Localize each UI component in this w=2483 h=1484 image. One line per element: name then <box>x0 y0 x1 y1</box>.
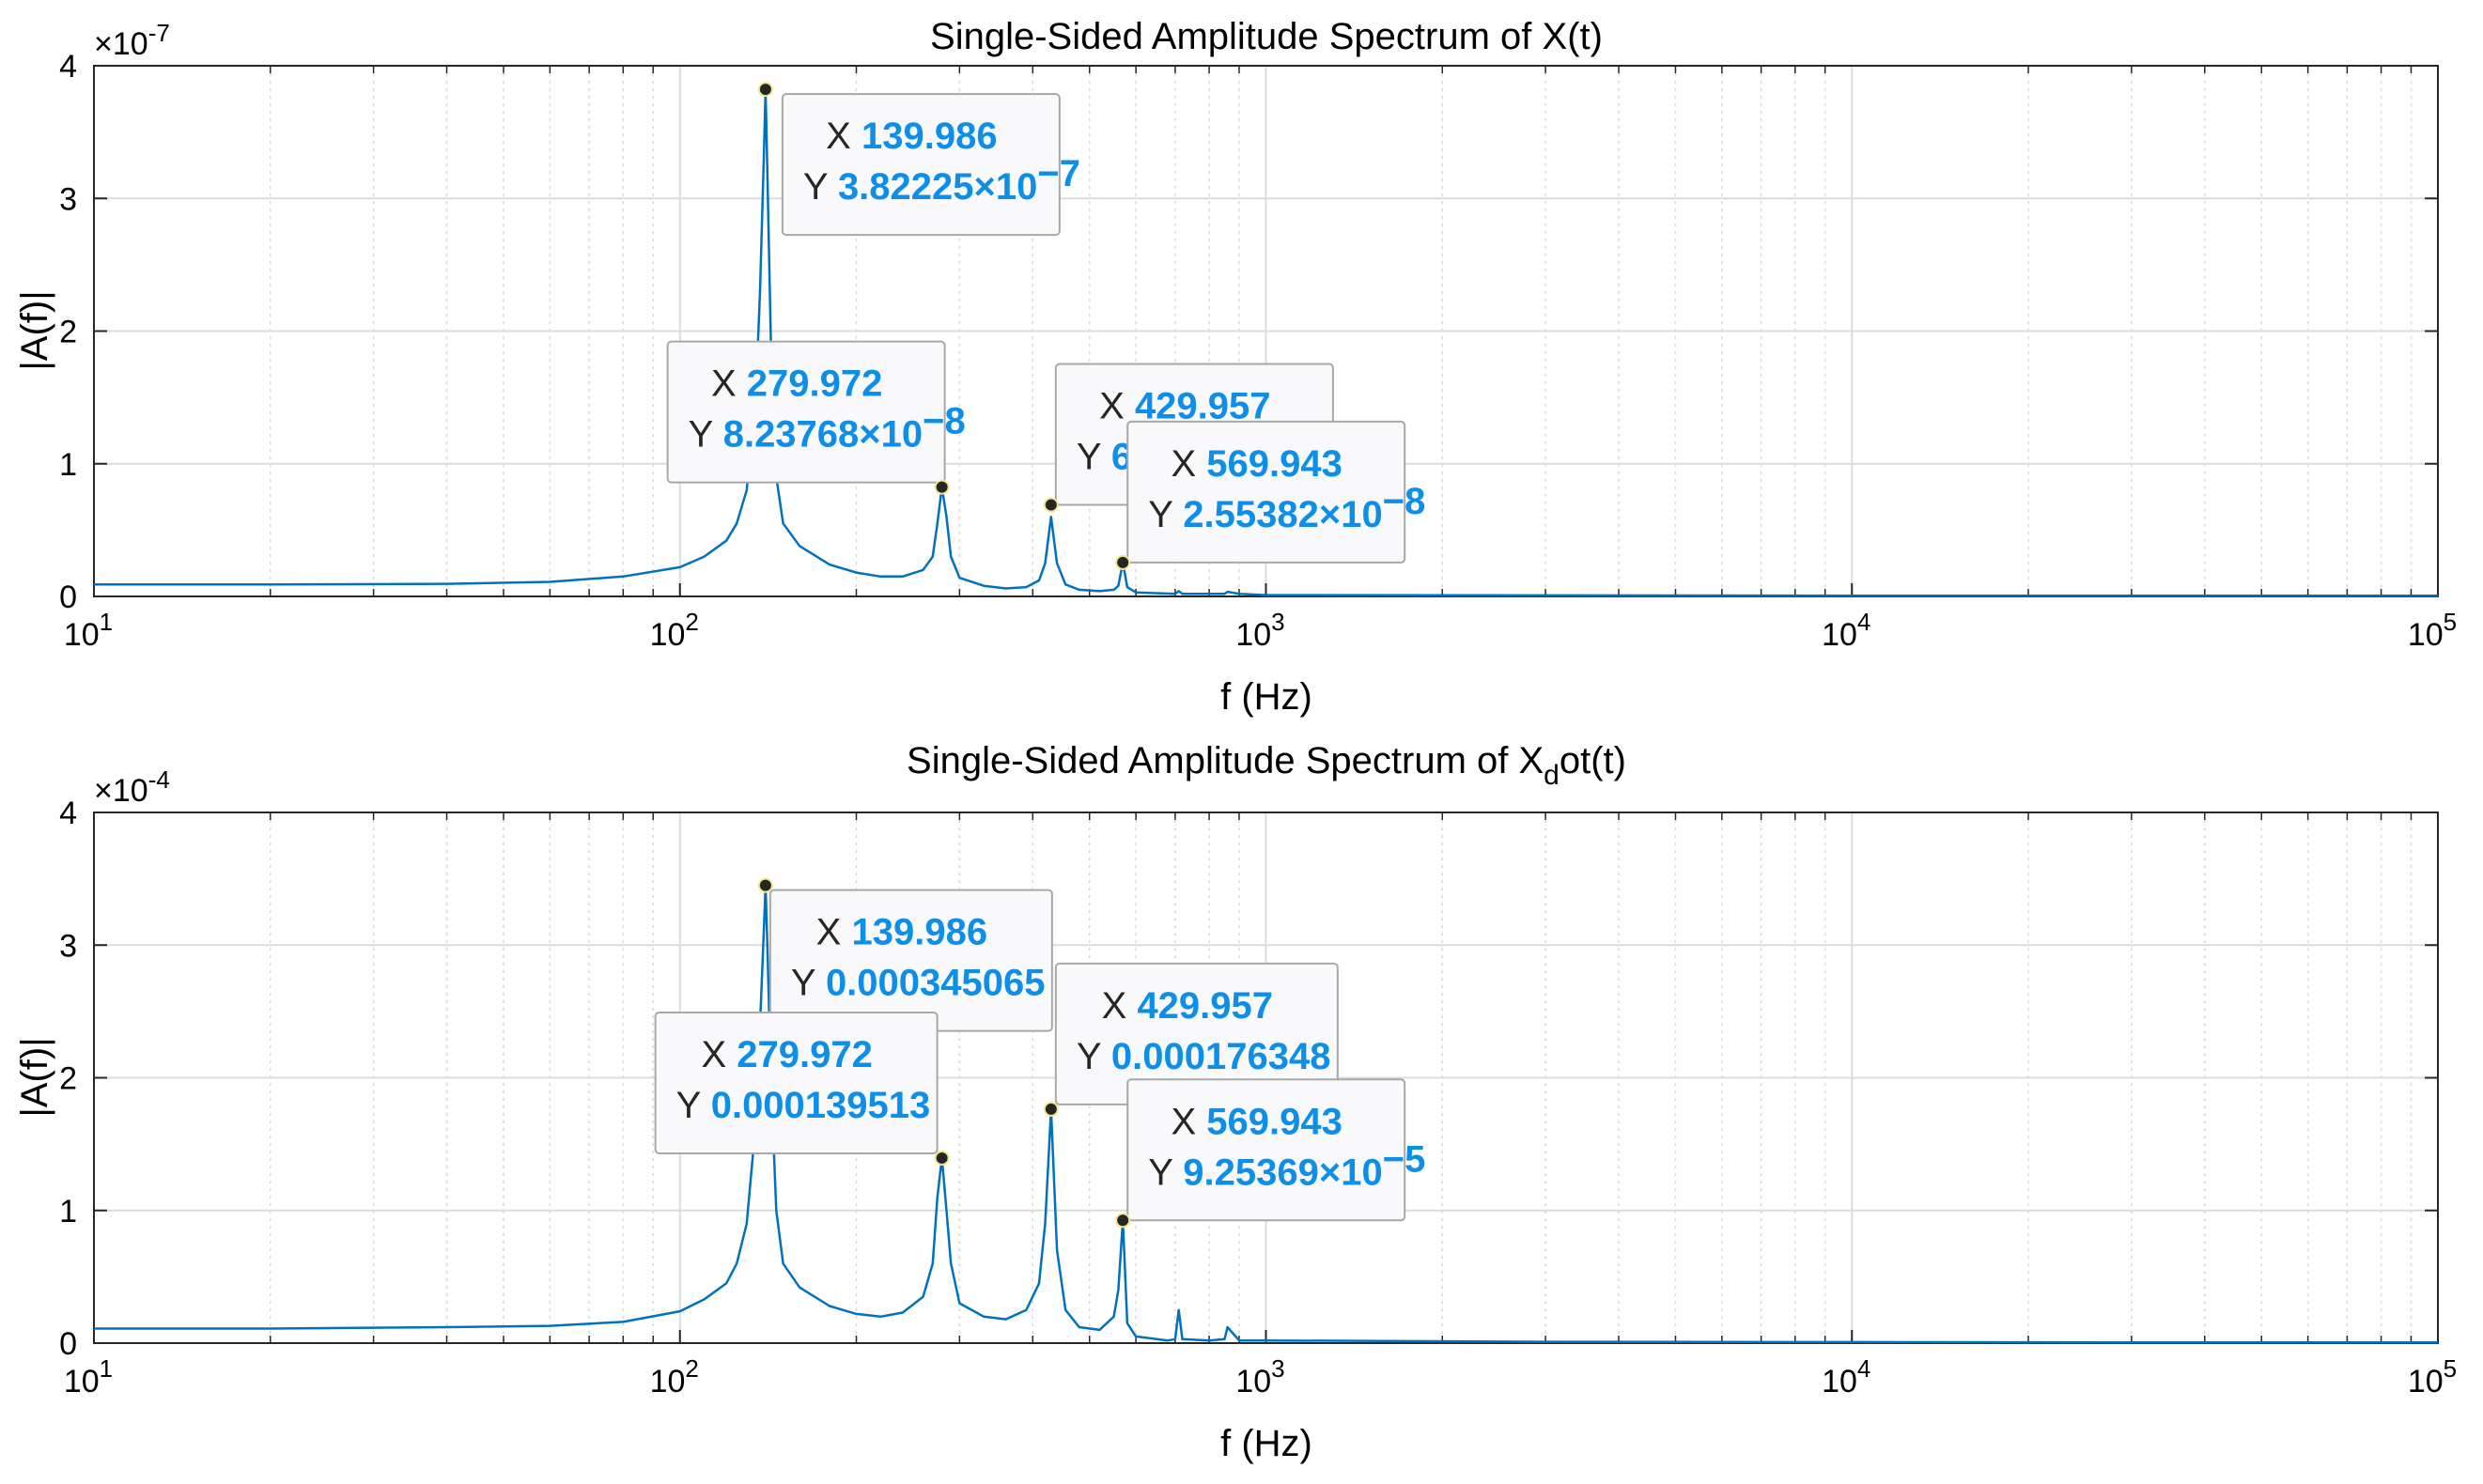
y-tick-label: 3 <box>59 928 77 964</box>
datatip-y-row: Y 9.25369×10−5 <box>1148 1138 1425 1193</box>
datatip-y-row: Y 2.55382×10−8 <box>1148 481 1425 535</box>
x-tick-label: 104 <box>1822 1354 1870 1399</box>
datatip-x-row: X 569.943 <box>1172 443 1342 485</box>
y-tick-label: 0 <box>59 580 77 615</box>
subplot-2-series-line <box>94 884 2438 1344</box>
datatip-x-row: X 429.957 <box>1102 985 1273 1027</box>
y-tick-label: 4 <box>59 796 77 831</box>
x-tick-label: 101 <box>64 608 113 653</box>
x-tick-label: 105 <box>2408 1354 2457 1399</box>
datatip-x-row: X 569.943 <box>1172 1101 1342 1142</box>
x-tick-label: 102 <box>650 1354 699 1399</box>
datatip-y-row: Y 0.000176348 <box>1077 1036 1331 1077</box>
datatip-x-row: X 429.957 <box>1099 386 1270 427</box>
subplot-2-title: Single-Sided Amplitude Spectrum of Xdot(… <box>907 740 1626 791</box>
datatip-y-row: Y 3.82225×10−7 <box>803 153 1080 208</box>
datatip-x-row: X 139.986 <box>826 116 997 157</box>
datatip-marker <box>1115 1213 1131 1229</box>
x-tick-label: 103 <box>1235 1354 1284 1399</box>
datatip-box <box>781 93 1061 237</box>
datatip-marker <box>1115 554 1131 570</box>
y-tick-label: 1 <box>59 447 77 483</box>
datatip-marker <box>1043 497 1059 513</box>
datatip-box <box>1126 1078 1406 1222</box>
y-tick-label: 0 <box>59 1326 77 1362</box>
datatip: X 279.972 Y 0.000139513 <box>654 1011 950 1166</box>
subplot-1-xlabel: f (Hz) <box>1220 676 1312 718</box>
datatip-marker <box>757 82 773 98</box>
y-tick-label: 3 <box>59 181 77 217</box>
subplot-2-ylabel: |A(f)| <box>14 1037 55 1117</box>
x-tick-label: 101 <box>64 1354 113 1399</box>
y-tick-label: 1 <box>59 1194 77 1229</box>
datatip-marker <box>1043 1101 1059 1117</box>
datatip-y-row: Y 8.23768×10−8 <box>689 401 966 456</box>
datatip-marker <box>757 877 773 893</box>
y-tick-label: 2 <box>59 1061 77 1097</box>
datatip-y-row: Y 0.000139513 <box>676 1085 931 1126</box>
x-tick-label: 103 <box>1235 608 1284 653</box>
x-tick-label: 104 <box>1822 608 1870 653</box>
x-tick-label: 105 <box>2408 608 2457 653</box>
subplot-1-y-multiplier: ×10-7 <box>94 19 170 62</box>
datatip-box <box>1126 420 1406 564</box>
datatip-x-row: X 139.986 <box>816 912 987 953</box>
datatip-x-row: X 279.972 <box>711 363 882 405</box>
subplot-2-ticks: 101 102 103 104 105 0 1 2 3 4 <box>59 796 2457 1399</box>
subplot-1-title: Single-Sided Amplitude Spectrum of X(t) <box>930 16 1603 57</box>
datatip-y-row: Y 6 <box>1077 437 1132 478</box>
datatip: X 139.986 Y 0.000345065 <box>757 877 1053 1032</box>
datatip-marker <box>934 479 950 495</box>
datatip-x-row: X 279.972 <box>701 1034 872 1075</box>
y-tick-label: 4 <box>59 49 77 85</box>
subplot-2-datatips: X 139.986 Y 0.000345065 X 279.972 Y 0.00013… <box>654 877 1425 1229</box>
datatip-y-row: Y 0.000345065 <box>791 963 1046 1004</box>
subplot-2-y-multiplier: ×10-4 <box>94 765 170 809</box>
subplot-1-ylabel: |A(f)| <box>14 290 55 370</box>
datatip-box <box>654 1011 939 1154</box>
datatip: X 429.957 Y 0.000176348 <box>1043 962 1339 1117</box>
x-tick-label: 102 <box>650 608 699 653</box>
datatip-box <box>666 340 946 484</box>
datatip-marker <box>934 1150 950 1166</box>
y-tick-label: 2 <box>59 315 77 350</box>
subplot-2-xlabel: f (Hz) <box>1220 1423 1312 1464</box>
subplot-2: 101 102 103 104 105 0 1 2 3 4 X 139.986 Y 0.000345… <box>14 740 2457 1464</box>
